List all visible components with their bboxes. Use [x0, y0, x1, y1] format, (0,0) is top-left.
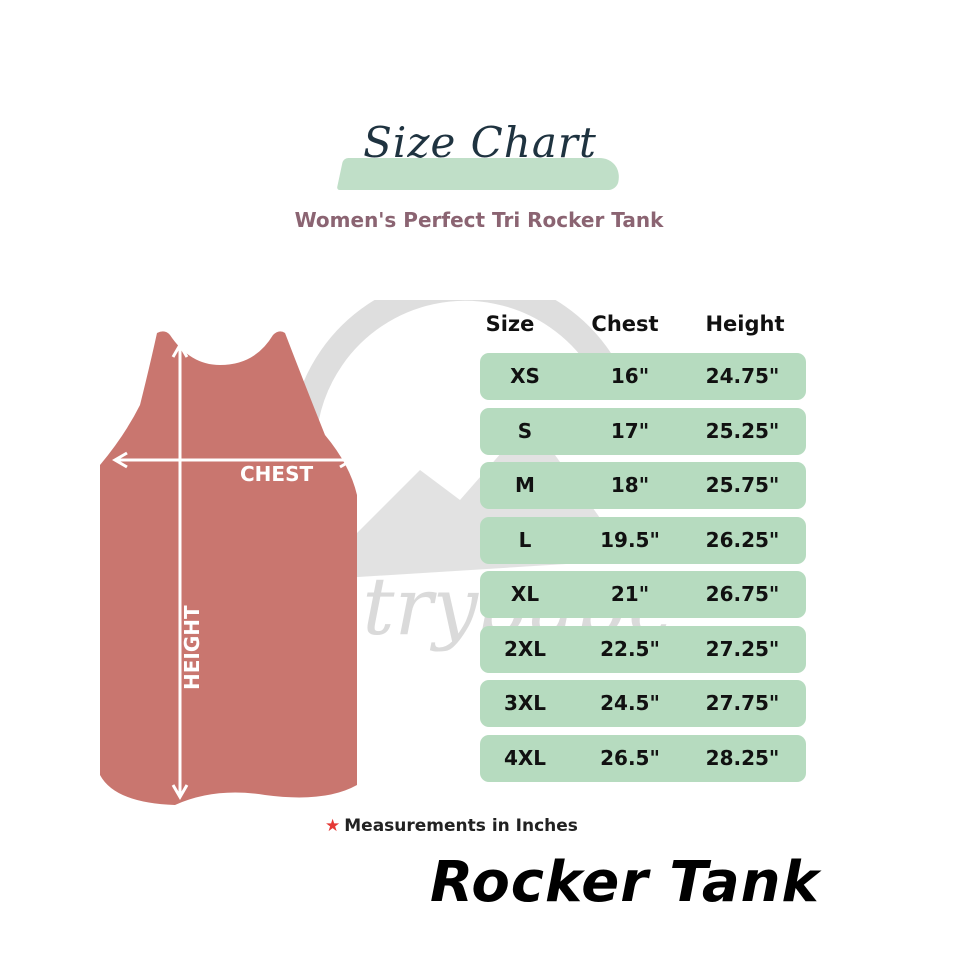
- cell-chest: 26.5": [600, 745, 660, 770]
- cell-chest: 16": [610, 364, 650, 388]
- cell-height: 24.75": [705, 364, 780, 388]
- cell-size: S: [517, 418, 533, 443]
- cell-chest: 17": [610, 418, 650, 443]
- cell-height: 27.75": [705, 691, 780, 715]
- page-title: Size Chart: [363, 118, 597, 167]
- star-icon: ★: [325, 816, 341, 836]
- column-header-height: Height: [705, 312, 785, 336]
- cell-size: 4XL: [503, 745, 547, 770]
- table-row: 4XL 26.5" 28.25": [480, 734, 806, 782]
- cell-height: 27.25": [705, 636, 780, 661]
- cell-chest: 22.5": [600, 636, 660, 661]
- cell-size: XL: [510, 582, 540, 606]
- cell-chest: 19.5": [600, 527, 660, 552]
- table-row: L 19.5" 26.25": [480, 516, 806, 564]
- column-header-chest: Chest: [591, 312, 659, 336]
- product-name: Rocker Tank: [430, 850, 820, 915]
- chest-label: CHEST: [240, 462, 314, 486]
- table-row: 2XL 22.5" 27.25": [480, 625, 806, 673]
- cell-height: 26.75": [705, 582, 780, 606]
- cell-height: 26.25": [705, 527, 780, 552]
- page-subtitle: Women's Perfect Tri Rocker Tank: [294, 208, 664, 232]
- table-row: XL 21" 26.75": [480, 571, 806, 618]
- table-row: XS 16" 24.75": [480, 353, 806, 400]
- table-row: M 18" 25.75": [480, 462, 806, 509]
- measurement-note: ★ Measurements in Inches: [325, 816, 578, 836]
- tank-top-diagram: [100, 331, 357, 805]
- cell-chest: 18": [610, 473, 650, 497]
- cell-height: 28.25": [705, 745, 780, 770]
- cell-chest: 24.5": [600, 691, 660, 715]
- cell-height: 25.75": [705, 473, 780, 497]
- column-header-size: Size: [485, 312, 535, 336]
- cell-size: 3XL: [503, 691, 547, 715]
- table-row: S 17" 25.25": [480, 407, 806, 455]
- measurement-note-text: Measurements in Inches: [344, 816, 578, 836]
- cell-size: 2XL: [503, 636, 547, 661]
- table-row: 3XL 24.5" 27.75": [480, 680, 806, 727]
- cell-size: M: [515, 473, 535, 497]
- cell-size: L: [518, 527, 532, 552]
- cell-chest: 21": [610, 582, 650, 606]
- height-label: HEIGHT: [180, 605, 204, 690]
- cell-height: 25.25": [705, 418, 780, 443]
- cell-size: XS: [510, 364, 540, 388]
